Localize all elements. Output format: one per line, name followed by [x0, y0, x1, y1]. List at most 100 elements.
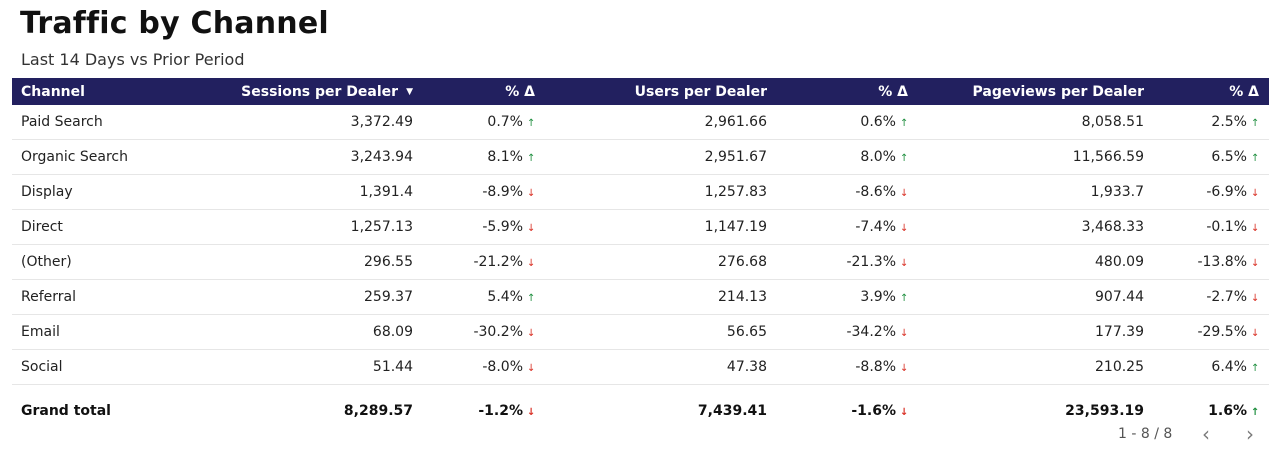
- arrow-down-icon: ↓: [900, 328, 909, 339]
- sessions-pct-cell: 8.1% ↑: [423, 139, 545, 175]
- channel-cell: Grand total: [21, 403, 111, 419]
- arrow-up-icon: ↑: [1251, 153, 1260, 164]
- arrow-up-icon: ↑: [527, 118, 536, 129]
- sessions-pct-cell: -30.2% ↓: [423, 314, 545, 350]
- table-row[interactable]: Display 1,391.4 -8.9% ↓ 1,257.83 -8.6% ↓ 1,933.…: [12, 174, 1269, 210]
- pageviews-pct-cell: -2.7% ↓: [1154, 279, 1269, 315]
- table-row[interactable]: Social 51.44 -8.0% ↓ 47.38 -8.8% ↓ 210.25 6.4% ↑: [12, 349, 1269, 385]
- arrow-up-icon: ↑: [900, 118, 909, 129]
- arrow-up-icon: ↑: [1251, 118, 1260, 129]
- table-row[interactable]: Organic Search 3,243.94 8.1% ↑ 2,951.67 8.0% ↑…: [12, 139, 1269, 175]
- arrow-up-icon: ↑: [1251, 363, 1260, 374]
- table-row[interactable]: (Other) 296.55 -21.2% ↓ 276.68 -21.3% ↓ 480.09-…: [12, 244, 1269, 280]
- sessions-cell: 259.37: [202, 279, 423, 315]
- chevron-right-icon[interactable]: ›: [1246, 422, 1254, 446]
- channel-cell: Referral: [12, 279, 202, 315]
- pageviews-pct-cell: -0.1% ↓: [1154, 209, 1269, 245]
- users-cell: 47.38: [545, 349, 777, 385]
- pageviews-pct-cell: -29.5% ↓: [1154, 314, 1269, 350]
- users-pct-cell: 0.6% ↑: [777, 105, 918, 140]
- arrow-down-icon: ↓: [900, 188, 909, 199]
- arrow-down-icon: ↓: [527, 363, 536, 374]
- users-cell: 1,147.19: [545, 209, 777, 245]
- pagination-label: 1 - 8 / 8: [1118, 426, 1173, 442]
- arrow-down-icon: ↓: [1251, 188, 1260, 199]
- arrow-up-icon: ↑: [527, 153, 536, 164]
- arrow-down-icon: ↓: [900, 223, 909, 234]
- sessions-cell: 296.55: [202, 244, 423, 280]
- pageviews-pct-cell: 1.6% ↑: [1208, 403, 1260, 419]
- sessions-cell: 8,289.57: [343, 403, 413, 419]
- sessions-cell: 1,257.13: [202, 209, 423, 245]
- column-header-pageviews[interactable]: Pageviews per Dealer: [918, 78, 1154, 105]
- arrow-up-icon: ↑: [900, 293, 909, 304]
- pageviews-cell: 8,058.51: [918, 105, 1154, 140]
- pageviews-cell: 480.09: [918, 244, 1154, 280]
- chevron-left-icon[interactable]: ‹: [1202, 422, 1210, 446]
- users-cell: 1,257.83: [545, 174, 777, 210]
- sessions-cell: 51.44: [202, 349, 423, 385]
- arrow-up-icon: ↑: [1251, 407, 1260, 418]
- sessions-pct-cell: 5.4% ↑: [423, 279, 545, 315]
- users-pct-cell: -34.2% ↓: [777, 314, 918, 350]
- sessions-pct-cell: -21.2% ↓: [423, 244, 545, 280]
- column-header-channel[interactable]: Channel: [12, 78, 202, 105]
- sessions-pct-cell: -1.2% ↓: [478, 403, 536, 419]
- channel-cell: Display: [12, 174, 202, 210]
- sessions-pct-cell: 0.7% ↑: [423, 105, 545, 140]
- arrow-down-icon: ↓: [1251, 223, 1260, 234]
- users-pct-cell: -7.4% ↓: [777, 209, 918, 245]
- users-pct-cell: 3.9% ↑: [777, 279, 918, 315]
- users-pct-cell: 8.0% ↑: [777, 139, 918, 175]
- channel-cell: (Other): [12, 244, 202, 280]
- table-row[interactable]: Paid Search 3,372.49 0.7% ↑ 2,961.66 0.6% ↑ 8,0…: [12, 105, 1269, 140]
- column-header-users-pct[interactable]: % Δ: [777, 78, 918, 105]
- arrow-down-icon: ↓: [527, 407, 536, 418]
- arrow-down-icon: ↓: [1251, 328, 1260, 339]
- users-cell: 276.68: [545, 244, 777, 280]
- table-header-row: Channel Sessions per Dealer ▼ % Δ Users p…: [12, 78, 1269, 105]
- sessions-cell: 68.09: [202, 314, 423, 350]
- pageviews-cell: 907.44: [918, 279, 1154, 315]
- channel-cell: Organic Search: [12, 139, 202, 175]
- users-pct-cell: -1.6% ↓: [851, 403, 909, 419]
- sessions-cell: 3,372.49: [202, 105, 423, 140]
- channel-cell: Paid Search: [12, 105, 202, 140]
- pageviews-cell: 3,468.33: [918, 209, 1154, 245]
- pageviews-pct-cell: 6.5% ↑: [1154, 139, 1269, 175]
- page-subtitle: Last 14 Days vs Prior Period: [21, 50, 245, 69]
- arrow-down-icon: ↓: [1251, 293, 1260, 304]
- arrow-down-icon: ↓: [900, 407, 909, 418]
- arrow-down-icon: ↓: [527, 258, 536, 269]
- pageviews-pct-cell: -13.8% ↓: [1154, 244, 1269, 280]
- users-cell: 214.13: [545, 279, 777, 315]
- channel-cell: Social: [12, 349, 202, 385]
- arrow-down-icon: ↓: [900, 363, 909, 374]
- table-row[interactable]: Referral 259.37 5.4% ↑ 214.13 3.9% ↑ 907.44 -2.7…: [12, 279, 1269, 315]
- pageviews-pct-cell: -6.9% ↓: [1154, 174, 1269, 210]
- pageviews-pct-cell: 2.5% ↑: [1154, 105, 1269, 140]
- sessions-cell: 1,391.4: [202, 174, 423, 210]
- users-cell: 2,961.66: [545, 105, 777, 140]
- column-header-sessions[interactable]: Sessions per Dealer ▼: [202, 78, 423, 105]
- users-cell: 56.65: [545, 314, 777, 350]
- grand-total-row: Grand total 8,289.57 -1.2% ↓ 7,439.41 -1.6% ↓ 2…: [12, 385, 1269, 438]
- arrow-up-icon: ↑: [900, 153, 909, 164]
- pageviews-cell: 210.25: [918, 349, 1154, 385]
- table-row[interactable]: Email 68.09 -30.2% ↓ 56.65 -34.2% ↓ 177.39 -29.5…: [12, 314, 1269, 350]
- users-pct-cell: -21.3% ↓: [777, 244, 918, 280]
- column-header-sessions-pct[interactable]: % Δ: [423, 78, 545, 105]
- column-header-pageviews-pct[interactable]: % Δ: [1154, 78, 1269, 105]
- channel-cell: Email: [12, 314, 202, 350]
- page-title: Traffic by Channel: [20, 6, 329, 41]
- table-row[interactable]: Direct 1,257.13 -5.9% ↓ 1,147.19 -7.4% ↓ 3,468.…: [12, 209, 1269, 245]
- arrow-up-icon: ↑: [527, 293, 536, 304]
- pageviews-cell: 23,593.19: [1065, 403, 1144, 419]
- traffic-table: Channel Sessions per Dealer ▼ % Δ Users p…: [12, 78, 1269, 437]
- pageviews-cell: 11,566.59: [918, 139, 1154, 175]
- arrow-down-icon: ↓: [527, 188, 536, 199]
- column-header-users[interactable]: Users per Dealer: [545, 78, 777, 105]
- arrow-down-icon: ↓: [527, 223, 536, 234]
- sessions-cell: 3,243.94: [202, 139, 423, 175]
- arrow-down-icon: ↓: [1251, 258, 1260, 269]
